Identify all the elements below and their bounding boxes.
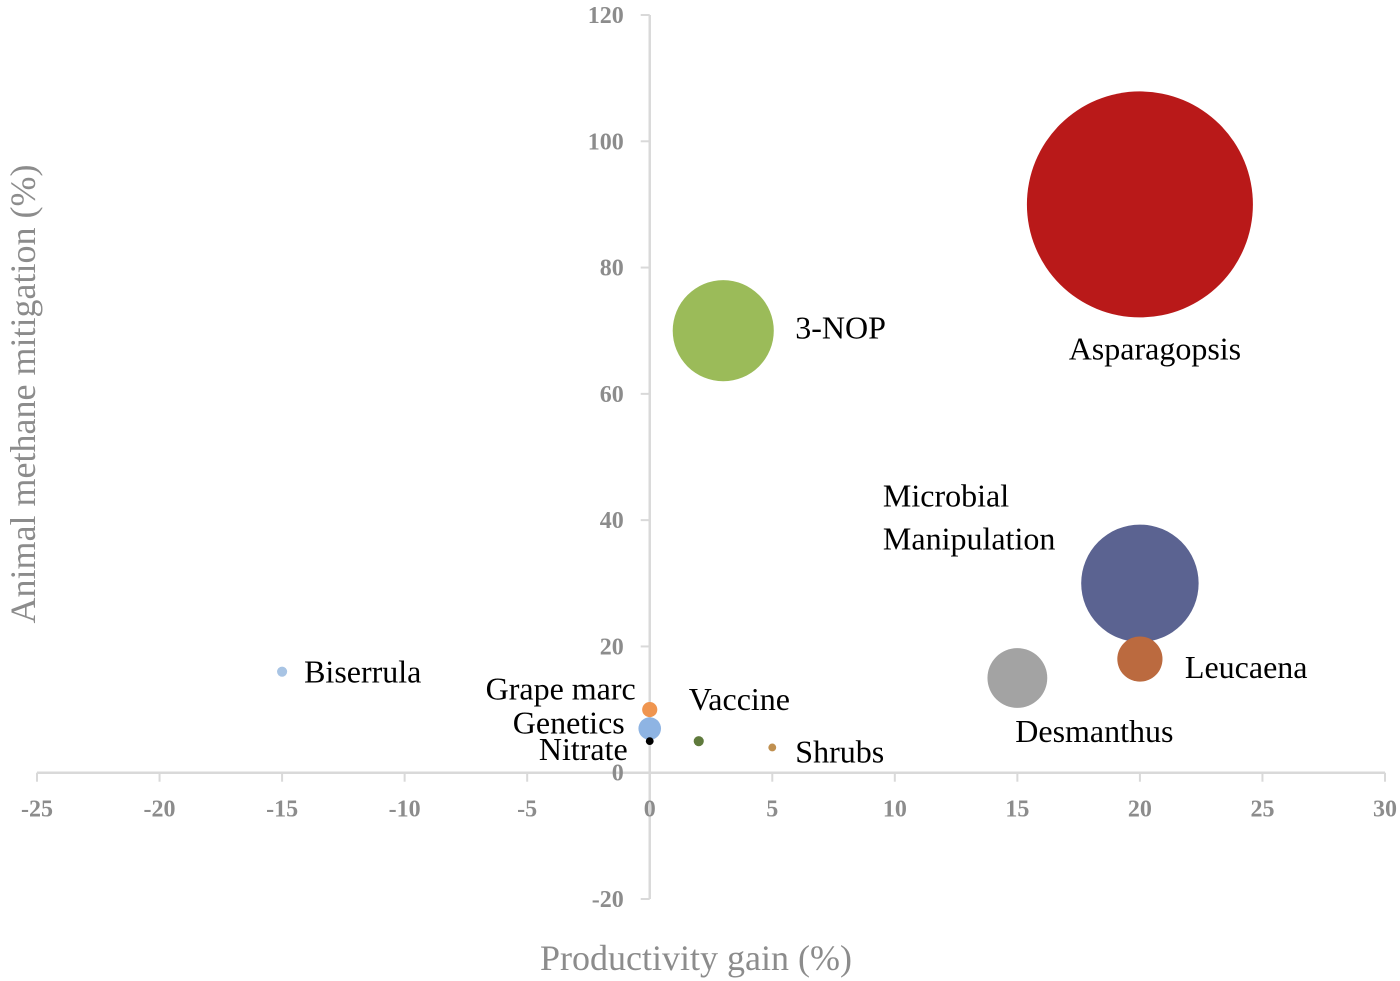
label-grape-marc: Grape marc [486, 671, 636, 707]
y-tick-label: 80 [600, 256, 624, 282]
bubble-vaccine [693, 736, 704, 747]
bubble-grape-marc [642, 701, 658, 718]
y-axis-title: Animal methane mitigation (%) [3, 165, 43, 624]
x-tick-label: 10 [883, 797, 907, 823]
label-leucaena: Leucaena [1185, 649, 1308, 685]
axes [36, 14, 1386, 900]
bubble-microbial-manipulation [1081, 524, 1199, 643]
label-nitrate: Nitrate [539, 731, 628, 767]
y-tick-label: 100 [588, 129, 624, 155]
bubble-labels: Asparagopsis 3-NOP Microbial Manipulation Le… [304, 310, 1307, 770]
x-tick-label: -10 [389, 797, 421, 823]
x-axis-title: Productivity gain (%) [540, 938, 852, 978]
bubbles [277, 91, 1253, 752]
y-tick-label: 40 [600, 508, 624, 534]
x-tick-label: 5 [766, 797, 778, 823]
x-tick-label: 20 [1128, 797, 1152, 823]
label-asparagopsis: Asparagopsis [1069, 330, 1241, 366]
label-3-nop: 3-NOP [795, 310, 886, 346]
label-biserrula: Biserrula [304, 654, 421, 690]
x-tick-label: -5 [517, 797, 537, 823]
label-vaccine: Vaccine [689, 681, 790, 717]
label-microbial-manipulation-line-2: Manipulation [883, 520, 1055, 556]
bubble-leucaena [1117, 636, 1163, 682]
bubble-asparagopsis [1026, 91, 1253, 318]
x-tick-label: 30 [1373, 797, 1397, 823]
y-tick-label: 60 [600, 382, 624, 408]
x-tick-label: -25 [21, 797, 53, 823]
bubble-3-nop [672, 280, 774, 382]
y-tick-labels: -20 0 20 40 60 80 100 120 [588, 3, 624, 913]
bubble-biserrula [277, 666, 288, 677]
x-tick-label: 0 [644, 797, 656, 823]
x-tick-labels: -25 -20 -15 -10 -5 0 5 10 15 20 25 30 [21, 797, 1397, 823]
bubble-nitrate [645, 737, 654, 746]
label-desmanthus: Desmanthus [1015, 713, 1173, 749]
x-tick-label: -15 [266, 797, 298, 823]
bubble-shrubs [768, 743, 777, 752]
label-genetics: Genetics [513, 705, 625, 741]
x-tick-label: 25 [1250, 797, 1274, 823]
y-tick-label: 20 [600, 634, 624, 660]
y-tick-label: 120 [588, 3, 624, 29]
label-shrubs: Shrubs [795, 733, 884, 769]
bubble-desmanthus [987, 648, 1048, 708]
label-microbial-manipulation-line-1: Microbial [883, 477, 1009, 513]
x-tick-label: 15 [1005, 797, 1029, 823]
bubble-genetics [638, 717, 662, 740]
x-tick-label: -20 [144, 797, 176, 823]
y-tick-label: -20 [592, 887, 624, 913]
y-tick-label: 0 [612, 761, 624, 787]
